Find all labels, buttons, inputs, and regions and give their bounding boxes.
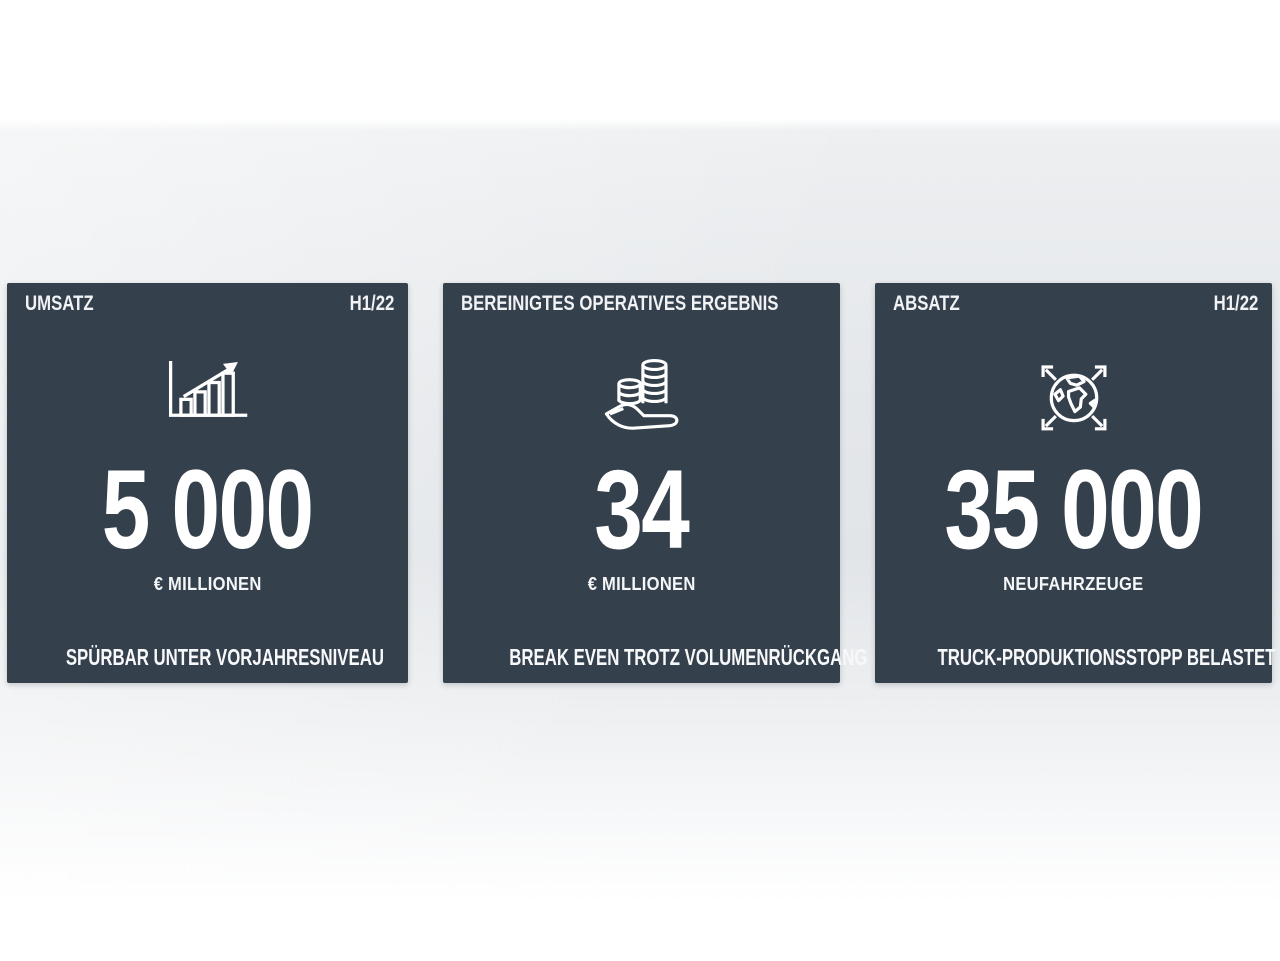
card-title: UMSATZ <box>25 291 94 315</box>
card-header: ABSATZ H1/22 <box>893 291 1258 316</box>
kpi-unit: NEUFAHRZEUGE <box>1003 574 1144 594</box>
kpi-card-absatz: ABSATZ H1/22 35 000 <box>875 283 1276 683</box>
card-title: BEREINIGTES OPERATIVES ERGEBNIS <box>461 291 779 315</box>
kpi-value: 35 000 <box>944 447 1204 572</box>
card-header: BEREINIGTES OPERATIVES ERGEBNIS H1/22 <box>461 291 925 316</box>
coins-in-hand-icon <box>443 357 840 437</box>
kpi-footnote: SPÜRBAR UNTER VORJAHRESNIVEAU <box>65 643 384 670</box>
card-period: H1/22 <box>349 291 394 315</box>
card-header: UMSATZ H1/22 <box>25 291 394 316</box>
card-title: ABSATZ <box>893 291 960 315</box>
kpi-footnote: BREAK EVEN TROTZ VOLUMENRÜCKGANG <box>509 643 868 670</box>
kpi-value: 34 <box>594 447 690 572</box>
kpi-unit: € MILLIONEN <box>587 574 696 594</box>
kpi-value: 5 000 <box>102 447 314 572</box>
card-period: H1/22 <box>1213 291 1258 315</box>
kpi-card-umsatz: UMSATZ H1/22 5 000 € MILLIONEN SPÜRBAR U… <box>7 283 408 683</box>
chart-growth-icon <box>7 357 408 423</box>
kpi-cards-row: UMSATZ H1/22 5 000 € MILLIONEN SPÜRBAR U… <box>7 283 1276 683</box>
kpi-unit: € MILLIONEN <box>153 574 262 594</box>
kpi-footnote: TRUCK-PRODUKTIONSSTOPP BELASTET <box>937 643 1276 670</box>
globe-arrows-icon <box>875 357 1272 437</box>
kpi-card-operatives-ergebnis: BEREINIGTES OPERATIVES ERGEBNIS H1/22 <box>443 283 925 683</box>
